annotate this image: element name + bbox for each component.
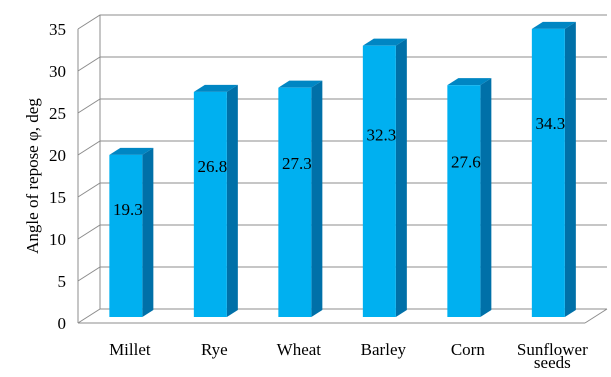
data-label: 34.3 bbox=[535, 114, 565, 133]
x-tick-label-line: Millet bbox=[109, 340, 151, 359]
gridline bbox=[77, 14, 607, 30]
y-tick-label: 10 bbox=[49, 230, 66, 249]
x-tick-label-line: Barley bbox=[361, 340, 407, 359]
gridline bbox=[77, 266, 607, 282]
bar-front-face bbox=[109, 154, 143, 317]
y-tick-label: 5 bbox=[58, 272, 67, 291]
bar bbox=[278, 80, 323, 318]
bar-front-face bbox=[278, 87, 312, 318]
bar-top-face bbox=[193, 84, 238, 92]
bar-top-face bbox=[109, 147, 154, 155]
bar bbox=[531, 21, 576, 317]
x-tick-label: Wheat bbox=[277, 340, 322, 359]
gridline bbox=[77, 56, 607, 72]
y-axis: 0 5 10 15 20 25 30 35 Angle of repose φ, deg bbox=[23, 20, 66, 333]
bar bbox=[109, 147, 154, 317]
data-label: 27.3 bbox=[282, 154, 312, 173]
bar-top-face bbox=[447, 78, 492, 86]
y-tick-label: 35 bbox=[49, 20, 66, 39]
data-label: 32.3 bbox=[366, 126, 396, 145]
bar-side-face bbox=[142, 147, 154, 317]
bar-side-face bbox=[311, 80, 323, 318]
data-label: 26.8 bbox=[197, 157, 227, 176]
x-tick-label-line: Wheat bbox=[277, 340, 322, 359]
bar-front-face bbox=[531, 28, 565, 317]
x-tick-label: Millet bbox=[109, 340, 151, 359]
data-label: 27.6 bbox=[451, 152, 481, 171]
bar-side-face bbox=[226, 84, 238, 317]
data-label: 19.3 bbox=[113, 200, 143, 219]
x-tick-label-line: seeds bbox=[534, 353, 571, 372]
x-tick-label-line: Corn bbox=[451, 340, 486, 359]
bar bbox=[193, 84, 238, 317]
bar-top-face bbox=[531, 21, 576, 29]
y-tick-label: 25 bbox=[49, 104, 66, 123]
gridline bbox=[77, 308, 607, 324]
data-labels: 19.3 26.8 27.3 32.3 27.6 34.3 bbox=[113, 114, 565, 219]
x-tick-label-line: Sunflower bbox=[517, 340, 588, 359]
x-tick-label: Rye bbox=[201, 340, 228, 359]
floor-right-edge bbox=[584, 308, 608, 324]
y-axis-title: Angle of repose φ, deg bbox=[23, 98, 42, 254]
gridlines bbox=[77, 14, 608, 324]
bar-side-face bbox=[395, 38, 407, 318]
bar-front-face bbox=[193, 91, 227, 317]
y-tick-label: 0 bbox=[58, 314, 67, 333]
gridline bbox=[77, 140, 607, 156]
gridline bbox=[77, 98, 607, 114]
bar-side-face bbox=[564, 21, 576, 317]
y-tick-label: 20 bbox=[49, 146, 66, 165]
x-tick-label-line: Rye bbox=[201, 340, 228, 359]
bar-front-face bbox=[362, 45, 396, 318]
x-tick-label: Corn bbox=[451, 340, 486, 359]
gridline bbox=[77, 224, 607, 240]
bar-top-face bbox=[278, 80, 323, 88]
bar-top-face bbox=[362, 38, 407, 46]
x-axis: Millet Rye Wheat Barley Corn Sunflower seeds bbox=[109, 340, 588, 372]
bars bbox=[109, 21, 576, 318]
bar-front-face bbox=[447, 85, 481, 317]
bar bbox=[362, 38, 407, 318]
bar-side-face bbox=[480, 78, 492, 317]
gridline bbox=[77, 182, 607, 198]
bar bbox=[447, 78, 492, 317]
x-tick-label: Barley bbox=[361, 340, 407, 359]
y-tick-label: 15 bbox=[49, 188, 66, 207]
y-tick-label: 30 bbox=[49, 62, 66, 81]
x-tick-label: Sunflower seeds bbox=[517, 340, 588, 372]
